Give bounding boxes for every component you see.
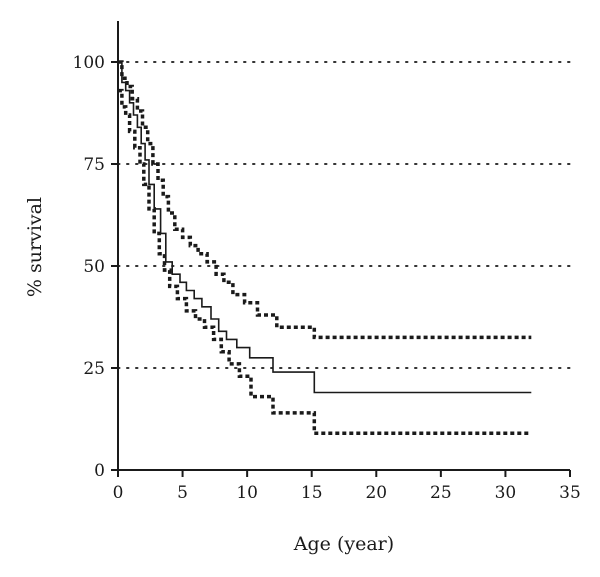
x-tick-label-1: 5 [177,483,188,503]
y-tick-label-4: 100 [73,53,105,73]
survival-estimate-line [118,61,532,394]
axis-frame [117,21,570,471]
upper-confidence-line [118,60,532,340]
x-tick-label-5: 25 [430,483,452,503]
x-tick-label-0: 0 [113,483,124,503]
y-ticks: 0 25 50 75 100 [73,53,118,481]
y-tick-label-0: 0 [94,461,105,481]
x-tick-label-3: 15 [301,483,323,503]
y-axis-title: % survival [24,197,46,297]
gridlines [117,61,571,369]
x-tick-label-4: 20 [365,483,387,503]
x-tick-label-2: 10 [236,483,258,503]
series-layer [118,60,532,436]
y-tick-label-2: 50 [83,257,105,277]
y-tick-label-3: 75 [83,155,105,175]
lower-confidence-line [118,88,532,436]
x-ticks: 0 5 10 15 20 25 30 35 [113,470,581,503]
y-tick-label-1: 25 [83,359,105,379]
x-tick-label-7: 35 [559,483,581,503]
x-tick-label-6: 30 [495,483,517,503]
x-axis-title: Age (year) [293,533,394,555]
